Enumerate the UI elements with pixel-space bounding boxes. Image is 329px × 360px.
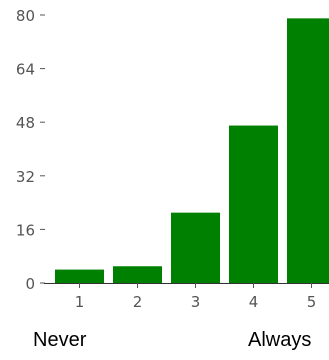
x-tick-label: 1 (75, 293, 85, 311)
x-tick-label: 2 (133, 293, 143, 311)
bar-1 (55, 269, 104, 283)
x-tick-label: 4 (249, 293, 259, 311)
scale-label-always: Always (248, 329, 312, 351)
x-axis-ticks: 1 2 3 4 5 (75, 283, 317, 311)
scale-label-never: Never (33, 329, 87, 351)
y-tick-label: 80 (16, 7, 35, 25)
bars (55, 18, 329, 283)
y-tick-label: 64 (16, 61, 35, 79)
y-axis-ticks: 0 16 32 48 64 80 (16, 7, 45, 293)
y-tick-label: 16 (16, 221, 35, 239)
x-tick-label: 5 (307, 293, 317, 311)
bar-5 (287, 18, 329, 283)
x-tick-label: 3 (191, 293, 201, 311)
y-tick-label: 48 (16, 114, 35, 132)
y-tick-label: 0 (25, 275, 35, 293)
bar-3 (171, 212, 220, 283)
bar-2 (113, 266, 162, 283)
bar-4 (229, 125, 278, 283)
y-tick-label: 32 (16, 168, 35, 186)
